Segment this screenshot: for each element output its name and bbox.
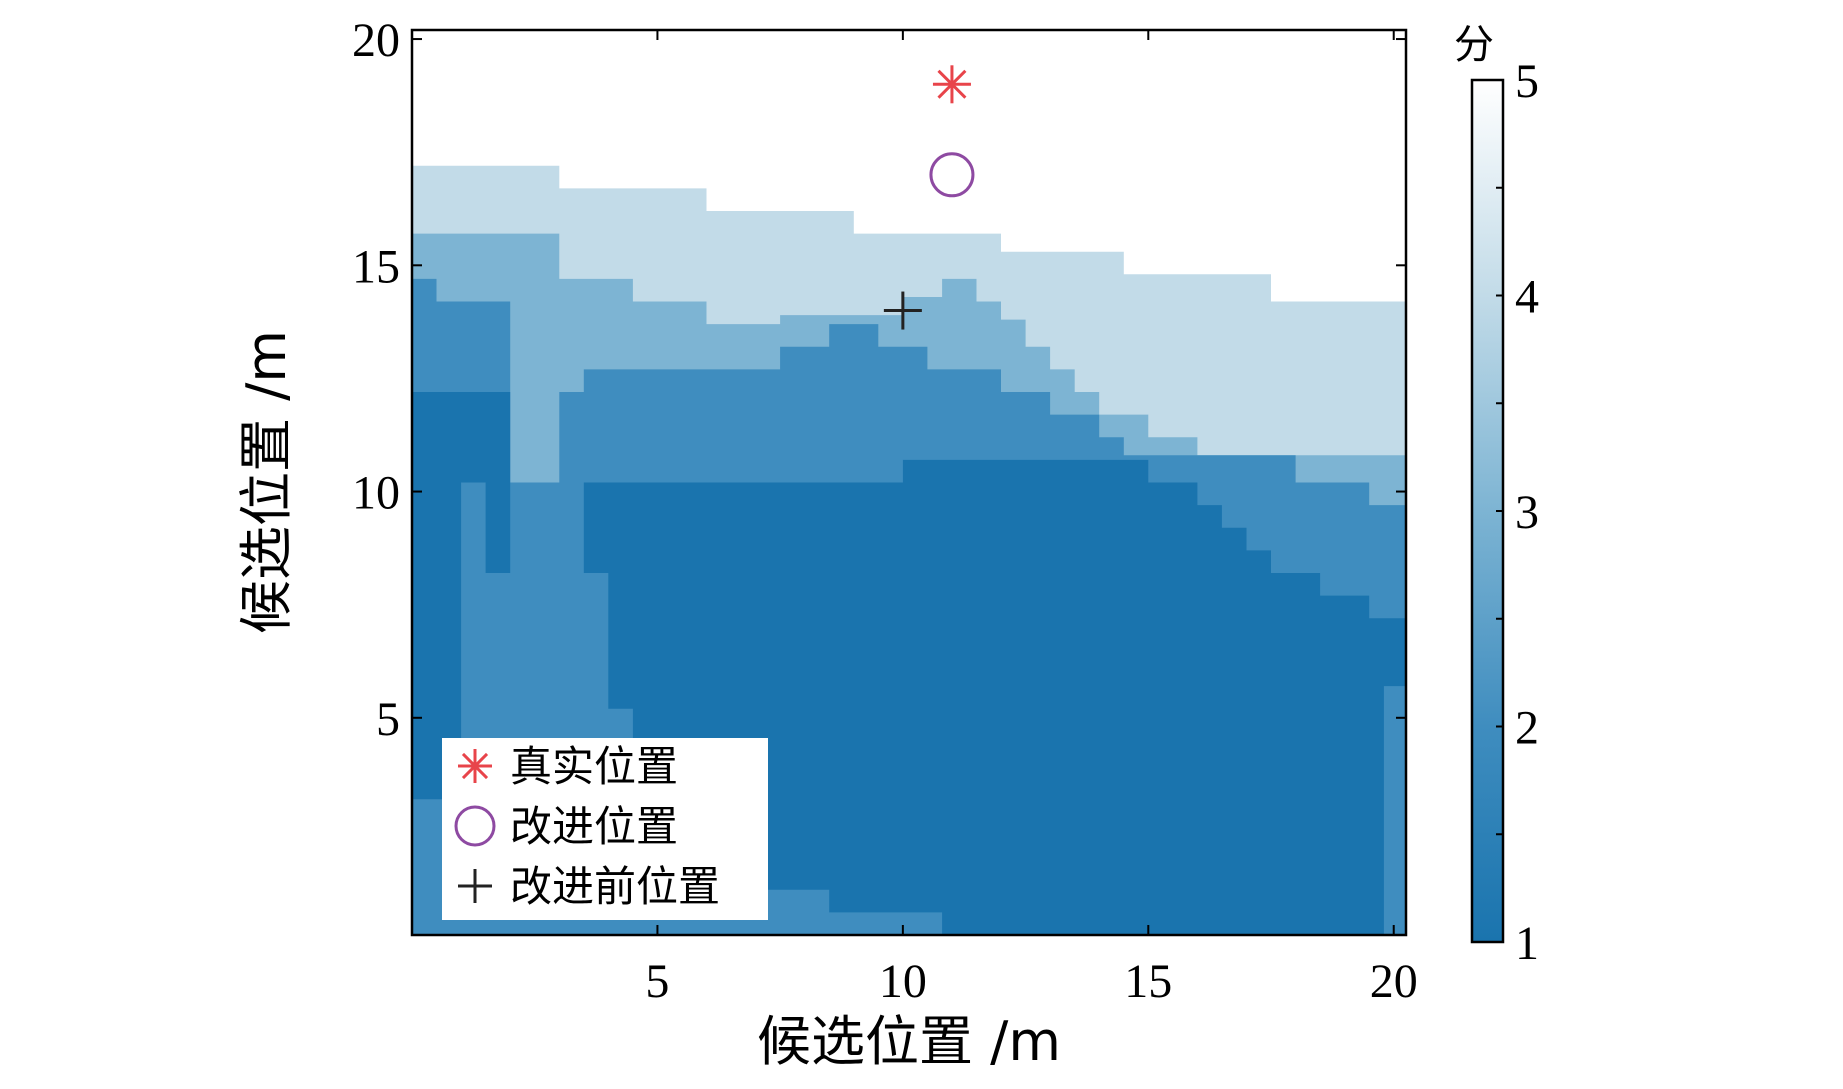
marker-asterisk-0 — [932, 65, 971, 104]
legend-symbol-plus — [458, 869, 492, 903]
colorbar-tick-label: 1 — [1515, 917, 1539, 970]
legend-entry-label: 改进位置 — [510, 802, 678, 851]
colorbar-tick-label: 3 — [1515, 486, 1539, 539]
legend-entry-label: 改进前位置 — [510, 862, 720, 911]
x-tick-label: 10 — [879, 955, 927, 1008]
y-tick-label: 5 — [376, 693, 400, 746]
x-axis-title: 候选位置 /m — [757, 1010, 1061, 1073]
legend-entry-label: 真实位置 — [510, 742, 678, 791]
x-tick-label: 15 — [1124, 955, 1172, 1008]
colorbar-tick-label: 2 — [1515, 702, 1539, 755]
axes: 5 10 15 20 5 10 15 20 — [352, 14, 1418, 1008]
legend-symbol-circle — [454, 805, 496, 847]
legend-symbol-asterisk — [458, 749, 492, 783]
colorbar-tick-label: 5 — [1515, 55, 1539, 108]
colorbar-gradient — [1470, 78, 1505, 944]
y-tick-label: 15 — [352, 240, 400, 293]
colorbar: 1 2 3 4 5 — [1470, 55, 1539, 970]
y-axis-title: 候选位置 /m — [235, 330, 298, 634]
heatmap-level-1-region-4 — [583, 459, 1406, 935]
x-tick-label: 5 — [645, 955, 669, 1008]
marker-plus-2 — [883, 291, 922, 330]
y-tick-label: 20 — [352, 14, 400, 67]
heatmap-level-1-region-3 — [412, 392, 511, 800]
legend-box — [442, 738, 768, 920]
x-tick-label: 20 — [1370, 955, 1418, 1008]
colorbar-title: 分 — [1454, 22, 1494, 68]
data-markers — [883, 65, 975, 330]
marker-circle-1 — [929, 152, 975, 198]
plot-frame — [410, 28, 1408, 937]
colorbar-tick-label: 4 — [1515, 271, 1539, 324]
y-tick-label: 10 — [352, 467, 400, 520]
